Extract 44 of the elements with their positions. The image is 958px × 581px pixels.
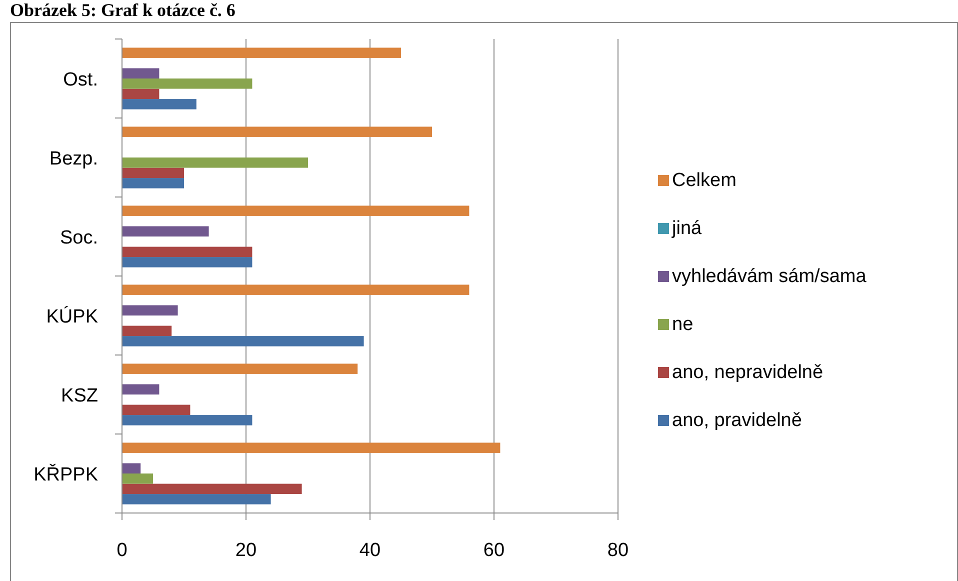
- bar: [122, 305, 178, 316]
- bar: [122, 206, 470, 216]
- bar: [122, 257, 252, 268]
- x-tick-label: 60: [483, 540, 505, 561]
- bar: [122, 68, 160, 78]
- y-tick-label: KÚPK: [46, 306, 98, 328]
- bar: [122, 226, 209, 236]
- bar: [122, 168, 184, 178]
- bar: [122, 474, 153, 484]
- bar: [122, 404, 190, 416]
- legend-label: jiná: [671, 218, 702, 239]
- bar: [122, 158, 308, 168]
- bar: [122, 78, 252, 89]
- x-tick-label: 20: [235, 540, 257, 561]
- bar: [122, 88, 160, 100]
- bar: [122, 364, 358, 374]
- x-tick-label: 80: [607, 540, 629, 561]
- x-tick-label: 40: [359, 540, 381, 561]
- y-tick-label: Ost.: [63, 70, 98, 90]
- chart-title: Obrázek 5: Graf k otázce č. 6: [10, 0, 236, 20]
- bar: [122, 484, 302, 494]
- legend-label: vyhledávám sám/sama: [672, 266, 867, 287]
- legend-label: ne: [672, 314, 694, 335]
- y-tick-label: Bezp.: [49, 148, 98, 170]
- bar: [122, 442, 500, 453]
- x-tick-label: 0: [116, 540, 128, 561]
- bar: [122, 284, 470, 295]
- bar: [122, 384, 160, 394]
- y-tick-label: KŘPPK: [34, 464, 98, 486]
- bar: [122, 99, 196, 110]
- legend-label: ano, nepravidelně: [672, 362, 824, 383]
- bar: [122, 415, 252, 426]
- bar: [122, 246, 252, 258]
- y-tick-label: Soc.: [60, 228, 98, 248]
- y-tick-label: KSZ: [61, 386, 98, 406]
- bar: [122, 178, 184, 188]
- bar: [122, 48, 401, 58]
- bar: [122, 494, 271, 504]
- bar: [122, 336, 364, 346]
- bar: [122, 126, 432, 137]
- legend-label: ano, pravidelně: [672, 410, 802, 431]
- bar: [122, 326, 172, 336]
- bar: [122, 463, 141, 474]
- legend-label: Celkem: [672, 170, 736, 191]
